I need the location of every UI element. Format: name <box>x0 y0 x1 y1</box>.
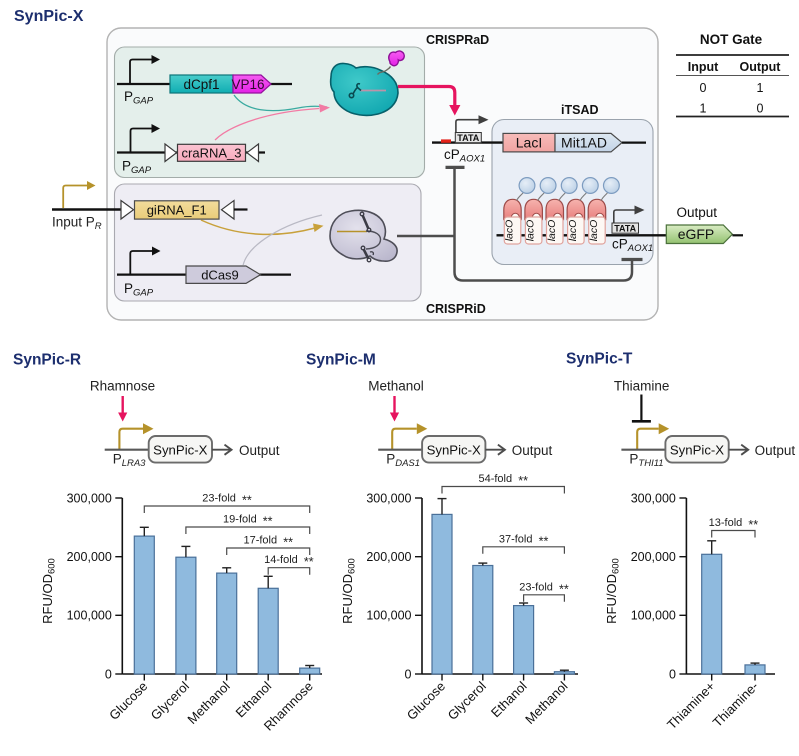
svg-text:lacO: lacO <box>525 220 537 242</box>
svg-text:lacO: lacO <box>504 220 516 242</box>
svg-text:SynPic-R: SynPic-R <box>13 352 81 369</box>
svg-text:37-fold **: 37-fold ** <box>499 533 549 548</box>
svg-text:Mit1AD: Mit1AD <box>561 135 607 151</box>
svg-text:Output: Output <box>677 205 718 220</box>
svg-text:17-fold **: 17-fold ** <box>243 535 293 550</box>
svg-text:Output: Output <box>239 443 280 458</box>
svg-text:100,000: 100,000 <box>67 609 112 623</box>
svg-text:CRISPRaD: CRISPRaD <box>426 33 489 47</box>
svg-text:100,000: 100,000 <box>631 609 676 623</box>
svg-text:eGFP: eGFP <box>678 226 715 242</box>
svg-text:VP16: VP16 <box>231 77 264 92</box>
svg-text:LacI: LacI <box>516 135 542 151</box>
svg-text:23-fold **: 23-fold ** <box>202 493 252 508</box>
svg-text:RFU/OD600: RFU/OD600 <box>40 558 58 624</box>
svg-text:SynPic-T: SynPic-T <box>566 351 633 368</box>
svg-text:0: 0 <box>405 667 412 681</box>
svg-text:200,000: 200,000 <box>67 550 112 564</box>
svg-text:0: 0 <box>700 81 707 95</box>
svg-text:13-fold **: 13-fold ** <box>709 517 759 532</box>
svg-text:200,000: 200,000 <box>366 550 411 564</box>
svg-text:RFU/OD600: RFU/OD600 <box>604 558 622 624</box>
svg-text:SynPic-X: SynPic-X <box>427 442 481 457</box>
svg-text:TATA: TATA <box>614 224 636 234</box>
svg-text:1: 1 <box>700 102 707 116</box>
svg-text:RFU/OD600: RFU/OD600 <box>340 558 358 624</box>
svg-text:Output: Output <box>755 443 796 458</box>
svg-text:300,000: 300,000 <box>67 491 112 505</box>
svg-text:SynPic-X: SynPic-X <box>153 442 207 457</box>
svg-text:NOT Gate: NOT Gate <box>700 32 763 47</box>
svg-text:300,000: 300,000 <box>631 491 676 505</box>
svg-text:dCpf1: dCpf1 <box>183 77 219 92</box>
svg-text:SynPic-X: SynPic-X <box>670 442 724 457</box>
svg-text:Rhamnose: Rhamnose <box>90 379 155 394</box>
svg-text:Thiamine: Thiamine <box>614 379 670 394</box>
svg-text:14-fold **: 14-fold ** <box>264 554 314 569</box>
svg-text:lacO: lacO <box>546 220 558 242</box>
svg-text:Output: Output <box>512 443 553 458</box>
svg-text:54-fold **: 54-fold ** <box>478 473 528 488</box>
svg-text:0: 0 <box>669 667 676 681</box>
svg-text:TATA: TATA <box>457 133 479 143</box>
svg-text:SynPic-M: SynPic-M <box>306 352 376 369</box>
svg-text:Methanol: Methanol <box>368 379 424 394</box>
svg-text:0: 0 <box>757 102 764 116</box>
svg-text:Input: Input <box>688 60 719 74</box>
svg-text:100,000: 100,000 <box>366 609 411 623</box>
svg-text:300,000: 300,000 <box>366 491 411 505</box>
svg-text:SynPic-X: SynPic-X <box>14 8 84 25</box>
svg-text:CRISPRiD: CRISPRiD <box>426 302 486 316</box>
svg-text:200,000: 200,000 <box>631 550 676 564</box>
svg-text:Output: Output <box>740 60 782 74</box>
svg-text:0: 0 <box>105 667 112 681</box>
svg-text:19-fold **: 19-fold ** <box>223 514 273 529</box>
svg-text:lacO: lacO <box>588 220 600 242</box>
svg-text:iTSAD: iTSAD <box>561 103 599 117</box>
svg-text:Input PR: Input PR <box>52 215 102 233</box>
svg-text:lacO: lacO <box>567 220 579 242</box>
svg-text:craRNA_3: craRNA_3 <box>182 145 242 160</box>
svg-text:1: 1 <box>757 81 764 95</box>
svg-text:dCas9: dCas9 <box>201 268 239 283</box>
svg-text:giRNA_F1: giRNA_F1 <box>147 203 207 218</box>
svg-text:23-fold **: 23-fold ** <box>519 581 569 596</box>
